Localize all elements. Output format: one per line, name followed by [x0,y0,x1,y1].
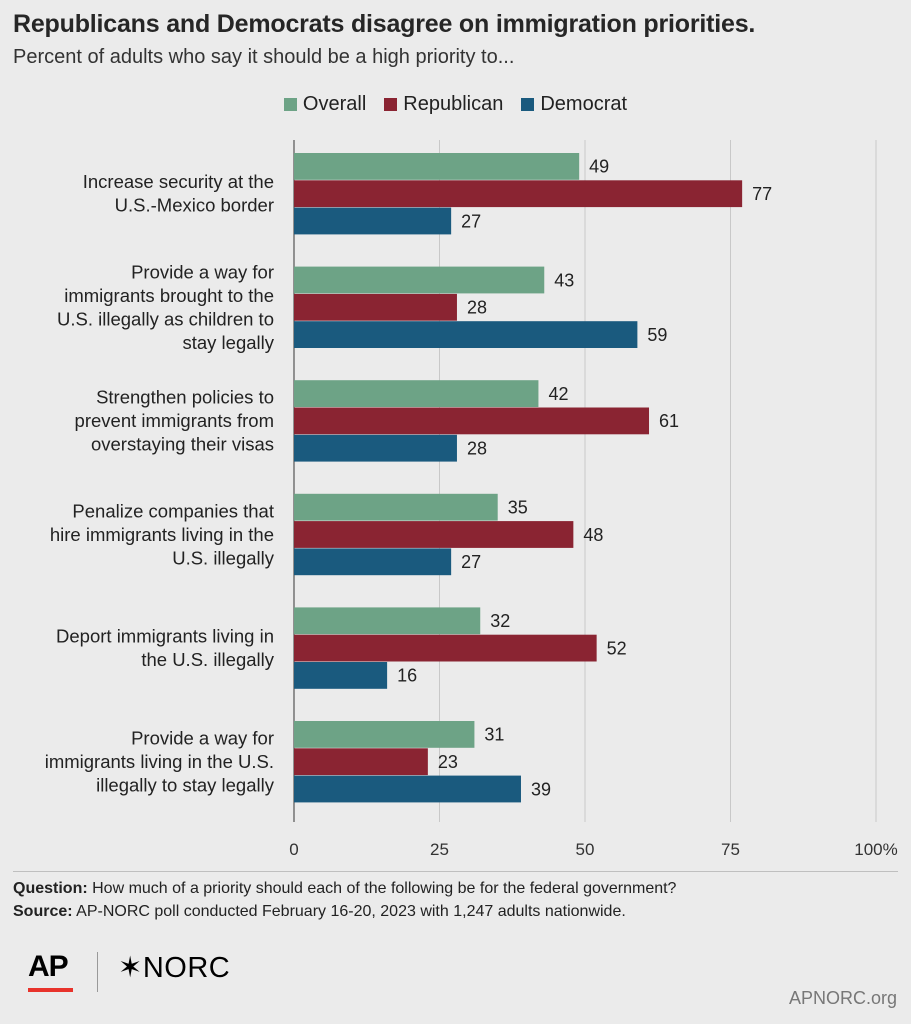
category-label: immigrants living in the U.S. [45,751,274,772]
category-label: Provide a way for [131,261,274,282]
legend-label-overall: Overall [302,93,367,115]
bar-republican [294,634,597,662]
legend-swatch-overall [283,98,297,111]
category-label: Increase security at the [83,171,274,192]
question-note: Question: How much of a priority should … [13,880,676,898]
website-label: APNORC.org [788,988,897,1008]
bar-overall [294,153,580,180]
x-tick-label: 100% [854,840,897,859]
data-label: 59 [647,325,667,345]
bar-overall [294,721,475,748]
bar-democrat [294,207,452,235]
category-label: overstaying their visas [91,434,274,455]
x-tick-label: 75 [721,840,740,859]
data-label: 48 [583,525,603,545]
bar-democrat [294,662,388,689]
legend-label-republican: Republican [403,93,504,115]
x-tick-label: 0 [289,840,298,859]
asterisk-icon: ✶ [118,952,143,984]
norc-logo-text: NORC [142,952,231,984]
category-label: immigrants brought to the [64,285,274,306]
data-label: 31 [484,725,504,745]
category-label: hire immigrants living in the [50,524,274,545]
data-label: 61 [659,411,679,431]
source-label: Source: [13,903,73,920]
bar-republican [294,521,574,548]
legend-item-democrat: Democrat [521,93,627,116]
bar-overall [294,493,498,521]
source-text: AP-NORC poll conducted February 16-20, 2… [76,903,626,920]
bar-overall [294,380,539,407]
ap-logo-underline [28,988,73,992]
data-label: 16 [397,666,417,686]
data-label: 43 [554,270,574,290]
bar-democrat [294,434,457,462]
category-label: Penalize companies that [72,500,274,521]
category-label: illegally to stay legally [96,774,275,795]
source-note: Source: AP-NORC poll conducted February … [13,903,626,921]
x-tick-label: 25 [430,840,449,859]
legend-label-democrat: Democrat [540,93,628,115]
data-label: 52 [607,638,627,658]
bar-republican [294,407,650,435]
x-tick-label: 50 [576,840,595,859]
category-label: Deport immigrants living in [56,626,274,647]
category-label: U.S. illegally as children to [57,308,274,329]
bar-republican [294,180,743,208]
bar-republican [294,748,428,776]
data-label: 27 [461,552,481,572]
bar-democrat [294,548,452,576]
data-label: 32 [490,611,510,631]
bar-overall [294,266,545,294]
legend-item-overall: Overall [283,93,367,116]
data-label: 35 [508,497,528,517]
category-label: stay legally [182,332,274,353]
legend-swatch-democrat [521,98,535,111]
question-text: How much of a priority should each of th… [92,880,677,897]
category-label: Strengthen policies to [96,387,274,408]
data-label: 28 [467,438,487,458]
footer-divider [13,871,898,872]
category-label: Provide a way for [131,727,274,748]
data-label: 28 [467,298,487,318]
chart-title: Republicans and Democrats disagree on im… [13,10,756,38]
legend-swatch-republican [384,98,398,111]
bar-democrat [294,775,521,803]
data-label: 49 [589,157,609,177]
legend: Overall Republican Democrat [0,93,911,116]
ap-logo: AP [28,950,69,983]
chart-subtitle: Percent of adults who say it should be a… [13,46,515,68]
category-label: U.S.-Mexico border [115,195,274,216]
data-label: 27 [461,211,481,231]
category-label: prevent immigrants from [75,410,274,431]
data-label: 42 [548,384,568,404]
data-label: 23 [438,752,458,772]
bar-democrat [294,321,638,348]
category-label: U.S. illegally [172,547,275,568]
norc-logo: ✶NORC [118,950,230,985]
category-label: the U.S. illegally [141,649,274,670]
question-label: Question: [13,880,88,897]
data-label: 77 [752,184,772,204]
logo-separator [97,952,98,992]
bar-republican [294,293,457,321]
legend-item-republican: Republican [384,93,503,116]
bar-overall [294,607,481,635]
data-label: 39 [531,779,551,799]
bar-chart: 0 25 50 75 100% 49 77 27 Increase security at th… [45,140,898,859]
